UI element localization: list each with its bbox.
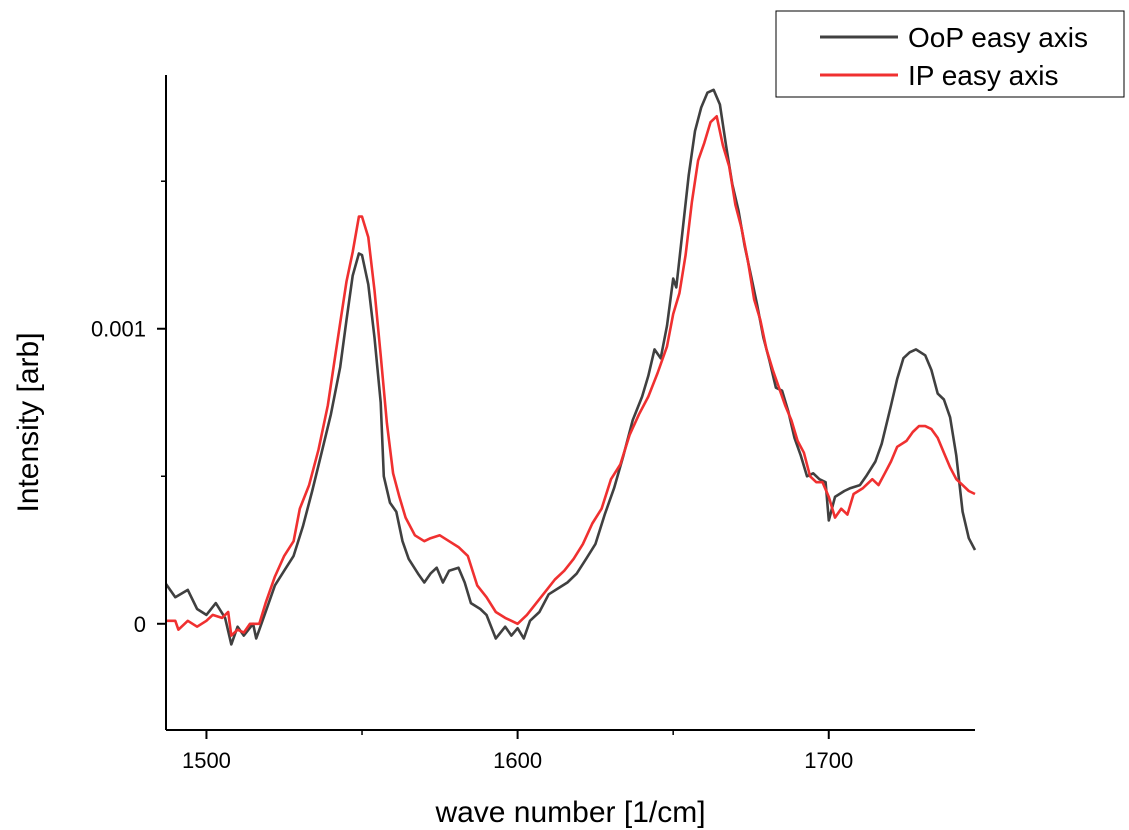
legend-label-ip: IP easy axis xyxy=(908,60,1058,91)
legend-label-oop: OoP easy axis xyxy=(908,22,1088,53)
series-line-ip xyxy=(166,115,976,637)
series-layer xyxy=(164,88,977,646)
x-tick-label: 1500 xyxy=(182,748,231,773)
x-tick-label: 1700 xyxy=(804,748,853,773)
series-line-oop xyxy=(164,88,977,646)
y-axis-title: Intensity [arb] xyxy=(12,332,45,512)
x-tick-label: 1600 xyxy=(493,748,542,773)
y-ticks: 0 0.001 xyxy=(91,180,166,637)
x-ticks: 1500 1600 1700 xyxy=(182,730,853,773)
y-tick-label: 0 xyxy=(134,612,146,637)
y-tick-label: 0.001 xyxy=(91,317,146,342)
x-axis-title: wave number [1/cm] xyxy=(434,796,705,829)
legend-box xyxy=(775,10,1125,98)
legend: OoP easy axis IP easy axis xyxy=(775,10,1125,98)
